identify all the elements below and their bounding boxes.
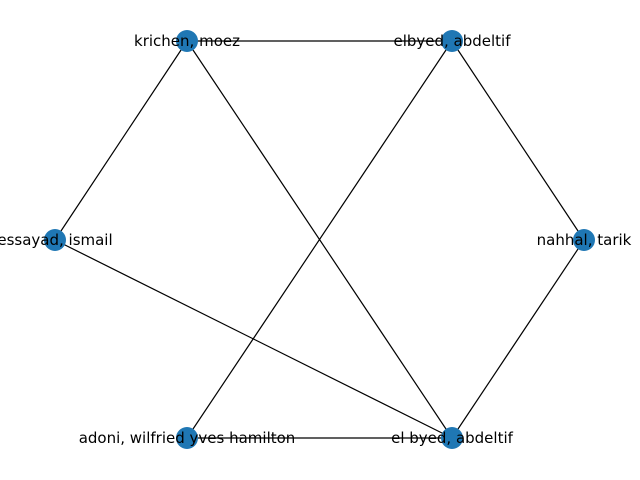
node-essayad	[44, 229, 66, 251]
node-label-essayad: essayad, ismail	[0, 231, 113, 249]
node-krichen	[176, 30, 198, 52]
node-label-el_byed: el byed, abdeltif	[391, 429, 514, 447]
node-label-krichen: krichen, moez	[134, 32, 240, 50]
edge-krichen-essayad	[54, 40, 188, 241]
edge-elbyed-nahhal	[451, 40, 585, 241]
label-layer: krichen, moez elbyed, abdeltif essayad, is…	[0, 32, 632, 447]
node-adoni	[176, 427, 198, 449]
node-label-elbyed: elbyed, abdeltif	[393, 32, 511, 50]
edge-layer	[54, 40, 585, 439]
edge-essayad-el_byed	[54, 239, 453, 439]
node-label-adoni: adoni, wilfried yves hamilton	[79, 429, 296, 447]
edge-nahhal-el_byed	[451, 239, 585, 439]
node-elbyed	[441, 30, 463, 52]
node-label-nahhal: nahhal, tarik	[537, 231, 632, 249]
edge-elbyed-adoni	[186, 40, 453, 439]
node-layer	[44, 30, 595, 449]
node-el_byed	[441, 427, 463, 449]
node-nahhal	[573, 229, 595, 251]
